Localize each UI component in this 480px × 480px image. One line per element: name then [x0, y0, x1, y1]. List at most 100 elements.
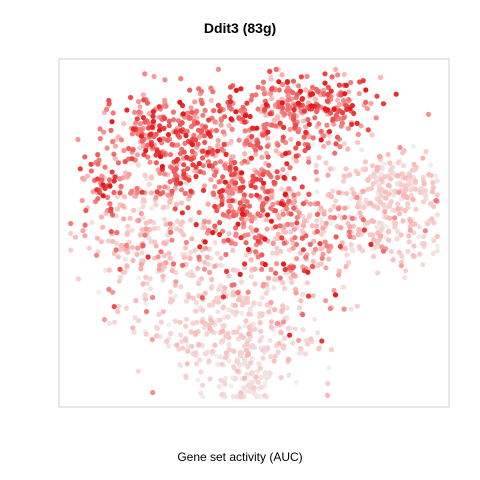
cell-point	[234, 359, 239, 364]
cell-point	[200, 101, 205, 106]
cell-point	[170, 142, 175, 147]
cell-point	[254, 177, 259, 182]
cell-point	[158, 249, 163, 254]
cell-point	[391, 257, 396, 262]
cell-point	[257, 301, 262, 306]
cell-point	[235, 222, 240, 227]
cell-point	[345, 146, 350, 151]
cell-point	[95, 162, 100, 167]
cell-point	[203, 351, 208, 356]
cell-point	[338, 225, 343, 230]
cell-point	[174, 166, 179, 171]
cell-point	[386, 238, 391, 243]
cell-point	[185, 166, 190, 171]
cell-point	[114, 247, 119, 252]
cell-point	[408, 228, 413, 233]
cell-point	[375, 270, 380, 275]
cell-point	[342, 206, 347, 211]
cell-point	[252, 267, 257, 272]
cell-point	[411, 144, 416, 149]
cell-point	[112, 320, 117, 325]
cell-point	[381, 101, 386, 106]
cell-point	[314, 169, 319, 174]
cell-point	[80, 198, 85, 203]
cell-point	[291, 272, 296, 277]
cell-point	[240, 207, 245, 212]
cell-point	[434, 198, 439, 203]
cell-point	[108, 128, 113, 133]
cell-point	[107, 184, 112, 189]
cell-point	[329, 194, 334, 199]
cell-point	[279, 186, 284, 191]
cell-point	[264, 122, 269, 127]
cell-point	[157, 137, 162, 142]
cell-point	[422, 241, 427, 246]
cell-point	[146, 254, 151, 259]
cell-point	[348, 196, 353, 201]
cell-point	[116, 160, 121, 165]
cell-point	[411, 243, 416, 248]
cell-point	[124, 263, 129, 268]
cell-point	[83, 223, 88, 228]
cell-point	[113, 156, 118, 161]
cell-point	[260, 295, 265, 300]
cell-point	[256, 85, 261, 90]
cell-point	[200, 308, 205, 313]
cell-point	[315, 212, 320, 217]
cell-point	[412, 221, 417, 226]
cell-point	[195, 266, 200, 271]
cell-point	[228, 85, 233, 90]
cell-point	[95, 152, 100, 157]
cell-point	[165, 138, 170, 143]
cell-point	[302, 218, 307, 223]
cell-point	[148, 286, 153, 291]
cell-point	[190, 273, 195, 278]
cell-point	[315, 330, 320, 335]
cell-point	[80, 228, 85, 233]
cell-point	[89, 162, 94, 167]
cell-point	[285, 80, 290, 85]
cell-point	[282, 286, 287, 291]
cell-point	[200, 155, 205, 160]
cell-point	[186, 294, 191, 299]
cell-point	[218, 378, 223, 383]
cell-point	[207, 270, 212, 275]
cell-point	[301, 118, 306, 123]
cell-point	[320, 226, 325, 231]
cell-point	[205, 255, 210, 260]
cell-point	[262, 237, 267, 242]
cell-point	[288, 137, 293, 142]
cell-point	[300, 184, 305, 189]
cell-point	[306, 145, 311, 150]
cell-point	[325, 173, 330, 178]
cell-point	[327, 129, 332, 134]
cell-point	[185, 349, 190, 354]
cell-point	[344, 252, 349, 257]
cell-point	[142, 120, 147, 125]
cell-point	[132, 110, 137, 115]
cell-point	[340, 121, 345, 126]
cell-point	[124, 231, 129, 236]
cell-point	[413, 207, 418, 212]
cell-point	[340, 110, 345, 115]
cell-point	[142, 173, 147, 178]
cell-point	[347, 224, 352, 229]
cell-point	[332, 215, 337, 220]
cell-point	[135, 246, 140, 251]
cell-point	[279, 309, 284, 314]
cell-point	[300, 327, 305, 332]
cell-point	[264, 196, 269, 201]
cell-point	[319, 137, 324, 142]
cell-point	[262, 91, 267, 96]
cell-point	[154, 132, 159, 137]
cell-point	[200, 295, 205, 300]
cell-point	[196, 86, 201, 91]
cell-point	[230, 127, 235, 132]
cell-point	[141, 115, 146, 120]
cell-point	[341, 98, 346, 103]
cell-point	[157, 266, 162, 271]
cell-point	[149, 142, 154, 147]
cell-point	[202, 267, 207, 272]
cell-point	[150, 295, 155, 300]
cell-point	[179, 187, 184, 192]
